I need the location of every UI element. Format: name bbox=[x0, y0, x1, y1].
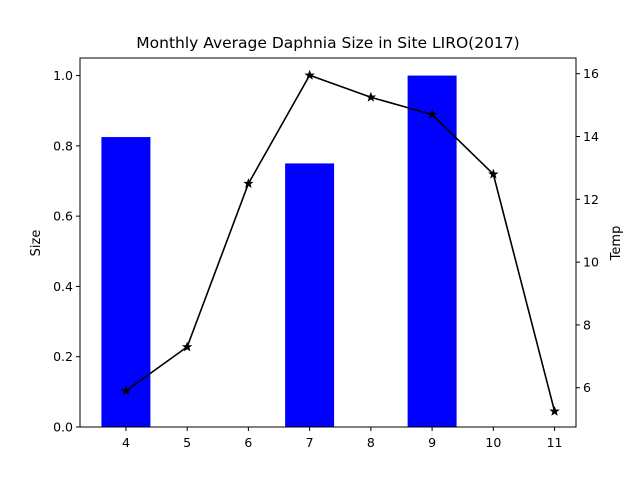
temp-line bbox=[125, 74, 556, 412]
y2-tick-label: 12 bbox=[583, 192, 599, 207]
bar-4 bbox=[101, 137, 151, 428]
temp-point-5 bbox=[181, 341, 193, 352]
y2-tick-label: 6 bbox=[583, 380, 591, 395]
axes: 0.0 0.2 0.4 0.6 0.8 1.0 6 8 10 12 14 16 4 5 6 7 8 9 10 11 bbox=[53, 57, 599, 450]
x-tick-label: 5 bbox=[183, 435, 191, 450]
x-tick-label: 10 bbox=[485, 435, 501, 450]
y-tick-label: 1.0 bbox=[53, 68, 73, 83]
temp-point-7 bbox=[304, 69, 315, 80]
temp-point-9 bbox=[426, 109, 438, 119]
plot-frame bbox=[79, 57, 577, 428]
y-axis-label: Size bbox=[29, 230, 44, 257]
temp-point-6 bbox=[243, 178, 254, 189]
chart-title: Monthly Average Daphnia Size in Site LIR… bbox=[136, 34, 519, 52]
x-tick-label: 6 bbox=[244, 435, 252, 450]
y2-axis-label: Temp bbox=[609, 226, 624, 262]
temp-point-8 bbox=[365, 91, 377, 102]
line-series bbox=[120, 69, 560, 416]
temp-point-4 bbox=[120, 385, 132, 396]
y2-tick-label: 16 bbox=[583, 66, 599, 81]
y-tick-label: 0.0 bbox=[53, 420, 73, 435]
bar-series bbox=[101, 75, 457, 428]
x-tick-label: 4 bbox=[122, 435, 130, 450]
y-tick-label: 0.8 bbox=[53, 138, 73, 153]
y-tick-label: 0.4 bbox=[53, 279, 73, 294]
y-tick-label: 0.2 bbox=[53, 349, 73, 364]
y2-tick-label: 8 bbox=[583, 317, 591, 332]
y-tick-label: 0.6 bbox=[53, 209, 73, 224]
x-tick-label: 9 bbox=[428, 435, 436, 450]
x-tick-label: 8 bbox=[367, 435, 375, 450]
temp-point-10 bbox=[488, 168, 499, 179]
bar-7 bbox=[285, 163, 335, 427]
x-tick-label: 11 bbox=[547, 435, 563, 450]
temp-point-11 bbox=[549, 405, 560, 416]
bar-9 bbox=[407, 75, 457, 428]
y2-tick-label: 14 bbox=[583, 129, 599, 144]
y2-tick-label: 10 bbox=[583, 255, 599, 270]
x-tick-label: 7 bbox=[306, 435, 314, 450]
